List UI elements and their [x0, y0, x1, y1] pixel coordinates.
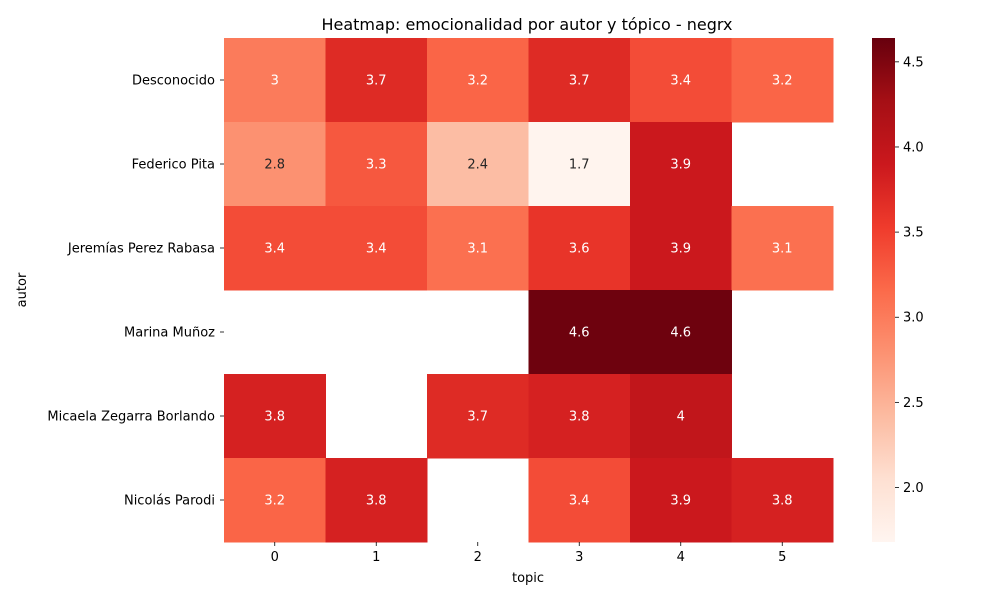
cell-value-label: 3.9 — [670, 494, 691, 509]
cell-value-label: 3.2 — [467, 74, 488, 89]
heatmap-cell — [630, 38, 732, 123]
x-tick-label: 0 — [271, 550, 279, 565]
heatmap-cell — [224, 206, 326, 291]
heatmap-cell — [731, 38, 834, 123]
heatmap-cell — [528, 290, 631, 375]
x-tick-label: 2 — [474, 550, 482, 565]
cell-value-label: 4.6 — [569, 326, 590, 341]
heatmap-cell — [528, 38, 631, 123]
cell-value-label: 3.7 — [467, 410, 488, 425]
cell-value-label: 3.7 — [569, 74, 590, 89]
cell-value-label: 3.8 — [264, 410, 285, 425]
x-axis: 0 1 2 3 4 5 — [271, 542, 786, 565]
heatmap-cell — [630, 122, 732, 207]
cell-value-label: 3.3 — [366, 158, 387, 173]
y-tick-label: Desconocido — [132, 74, 215, 89]
cell-value-label: 3.1 — [467, 242, 488, 257]
heatmap-cell — [325, 206, 428, 291]
heatmap-cell — [427, 374, 529, 459]
cell-value-label: 3.1 — [772, 242, 793, 257]
x-tick-label: 1 — [372, 550, 380, 565]
heatmap-cell — [325, 38, 428, 123]
cell-value-label: 4.6 — [670, 326, 691, 341]
heatmap-cell — [630, 458, 732, 543]
cell-value-label: 3.7 — [366, 74, 387, 89]
cell-value-label: 3.8 — [569, 410, 590, 425]
x-tick-label: 3 — [575, 550, 583, 565]
heatmap-cell — [224, 458, 326, 543]
cell-value-label: 2.8 — [264, 158, 285, 173]
cell-value-label: 3.8 — [366, 494, 387, 509]
cell-value-label: 3.4 — [264, 242, 285, 257]
y-axis: Desconocido Federico Pita Jeremías Perez R… — [47, 74, 224, 509]
colorbar-tick-label: 3.0 — [903, 311, 924, 326]
cell-value-label: 3.4 — [366, 242, 387, 257]
heatmap-cell — [325, 458, 428, 543]
y-axis-label: autor — [15, 272, 30, 307]
heatmap-cell — [224, 374, 326, 459]
chart-title: Heatmap: emocionalidad por autor y tópic… — [321, 15, 732, 34]
cell-value-label: 3.2 — [264, 494, 285, 509]
cell-value-label: 3.9 — [670, 158, 691, 173]
x-tick-label: 4 — [677, 550, 685, 565]
heatmap-cell — [528, 206, 631, 291]
x-axis-label: topic — [512, 571, 544, 586]
heatmap-cell — [528, 122, 631, 207]
x-tick-label: 5 — [778, 550, 786, 565]
heatmap-cell — [731, 206, 834, 291]
y-tick-label: Jeremías Perez Rabasa — [67, 242, 215, 257]
cell-value-label: 4 — [677, 410, 685, 425]
heatmap-cell — [528, 374, 631, 459]
cell-value-label: 3.9 — [670, 242, 691, 257]
heatmap-cell — [731, 458, 834, 543]
cell-value-label: 2.4 — [467, 158, 488, 173]
heatmap-cell — [224, 122, 326, 207]
colorbar: 2.0 2.5 3.0 3.5 4.0 4.5 — [872, 38, 924, 542]
cell-value-label: 3 — [271, 74, 279, 89]
colorbar-gradient — [872, 38, 895, 542]
heatmap-cell — [630, 290, 732, 375]
y-tick-label: Marina Muñoz — [124, 326, 215, 341]
cell-value-label: 3.8 — [772, 494, 793, 509]
cell-value-label: 3.4 — [670, 74, 691, 89]
heatmap-cell — [630, 206, 732, 291]
heatmap-cell — [427, 122, 529, 207]
y-tick-label: Federico Pita — [132, 158, 215, 173]
colorbar-tick-label: 2.0 — [903, 481, 924, 496]
colorbar-tick-label: 3.5 — [903, 226, 924, 241]
heatmap-cells: 3 3.7 3.2 3.7 3.4 3.2 2.8 3.3 2.4 1.7 3.9 3.4 3.4 3.1… — [224, 38, 834, 543]
colorbar-tick-label: 2.5 — [903, 396, 924, 411]
heatmap-cell — [528, 458, 631, 543]
cell-value-label: 1.7 — [569, 158, 590, 173]
heatmap-cell — [427, 38, 529, 123]
colorbar-tick-label: 4.5 — [903, 55, 924, 70]
cell-value-label: 3.2 — [772, 74, 793, 89]
heatmap-cell — [630, 374, 732, 459]
heatmap-cell — [224, 38, 326, 123]
cell-value-label: 3.4 — [569, 494, 590, 509]
cell-value-label: 3.6 — [569, 242, 590, 257]
y-tick-label: Nicolás Parodi — [124, 494, 215, 509]
colorbar-tick-label: 4.0 — [903, 140, 924, 155]
heatmap-cell — [325, 122, 428, 207]
heatmap-cell — [427, 206, 529, 291]
y-tick-label: Micaela Zegarra Borlando — [47, 410, 215, 425]
